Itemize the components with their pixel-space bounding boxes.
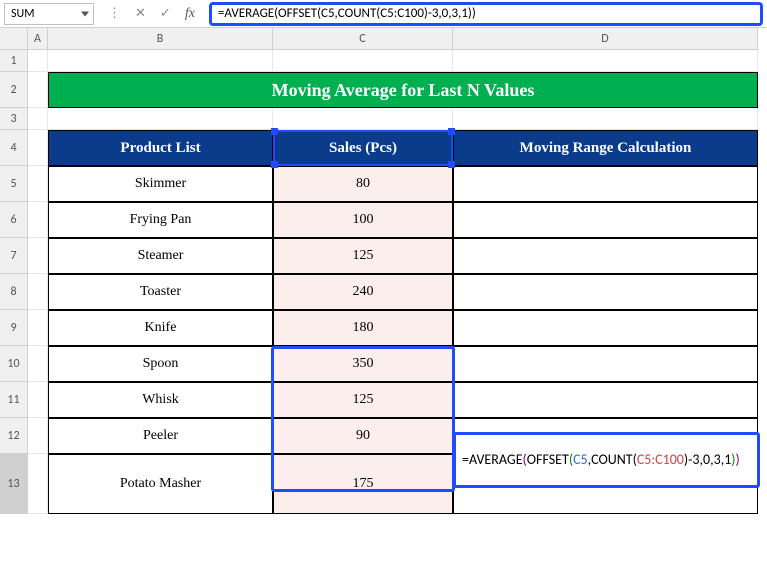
row-header-1[interactable]: 1: [0, 50, 28, 72]
formula-bar: SUM ⋮ ✕ ✓ fx =AVERAGE(OFFSET(C5,COUNT(C5…: [0, 0, 767, 28]
formula-text: =AVERAGE(OFFSET(C5,COUNT(C5:C100)-3,0,3,…: [218, 6, 476, 21]
formula-input[interactable]: =AVERAGE(OFFSET(C5,COUNT(C5:C100)-3,0,3,…: [209, 2, 763, 26]
product-cell-6[interactable]: Whisk: [48, 382, 273, 418]
title-bar: Moving Average for Last N Values: [48, 72, 758, 108]
cell-B1[interactable]: [48, 50, 273, 72]
cell-A10[interactable]: [28, 346, 48, 382]
fx-icon[interactable]: fx: [185, 6, 195, 22]
product-cell-3[interactable]: Toaster: [48, 274, 273, 310]
cell-A11[interactable]: [28, 382, 48, 418]
cell-A4[interactable]: [28, 130, 48, 166]
moving-range-cell-3[interactable]: [453, 274, 758, 310]
cell-A7[interactable]: [28, 238, 48, 274]
sales-cell-4[interactable]: 180: [273, 310, 453, 346]
sales-cell-0[interactable]: 80: [273, 166, 453, 202]
row-header-2[interactable]: 2: [0, 72, 28, 108]
table-header-2: Moving Range Calculation: [453, 130, 758, 166]
product-cell-2[interactable]: Steamer: [48, 238, 273, 274]
cell-B3[interactable]: [48, 108, 273, 130]
dropdown-icon[interactable]: ⋮: [108, 6, 121, 21]
row-header-13[interactable]: 13: [0, 454, 28, 514]
cell-A5[interactable]: [28, 166, 48, 202]
product-cell-1[interactable]: Frying Pan: [48, 202, 273, 238]
cell-A2[interactable]: [28, 72, 48, 108]
sales-cell-5[interactable]: 350: [273, 346, 453, 382]
sales-cell-8[interactable]: 175: [273, 454, 453, 514]
sales-cell-6[interactable]: 125: [273, 382, 453, 418]
cell-A8[interactable]: [28, 274, 48, 310]
col-header-A[interactable]: A: [28, 28, 48, 50]
cell-C1[interactable]: [273, 50, 453, 72]
moving-range-cell-6[interactable]: [453, 382, 758, 418]
sales-cell-7[interactable]: 90: [273, 418, 453, 454]
cell-A13[interactable]: [28, 454, 48, 514]
table-header-0: Product List: [48, 130, 273, 166]
moving-range-cell-0[interactable]: [453, 166, 758, 202]
col-header-C[interactable]: C: [273, 28, 453, 50]
row-header-12[interactable]: 12: [0, 418, 28, 454]
select-all-corner[interactable]: [0, 28, 28, 50]
product-cell-0[interactable]: Skimmer: [48, 166, 273, 202]
product-cell-5[interactable]: Spoon: [48, 346, 273, 382]
row-header-8[interactable]: 8: [0, 274, 28, 310]
row-header-5[interactable]: 5: [0, 166, 28, 202]
moving-range-cell-5[interactable]: [453, 346, 758, 382]
spreadsheet-grid: ABCD12345678910111213Moving Average for …: [0, 28, 767, 514]
sales-cell-3[interactable]: 240: [273, 274, 453, 310]
cell-A1[interactable]: [28, 50, 48, 72]
active-formula-cell[interactable]: =AVERAGE(OFFSET(C5,COUNT(C5:C100)-3,0,3,…: [453, 432, 760, 488]
cancel-icon[interactable]: ✕: [135, 6, 146, 21]
cell-D1[interactable]: [453, 50, 758, 72]
table-header-1: Sales (Pcs): [273, 130, 453, 166]
row-header-9[interactable]: 9: [0, 310, 28, 346]
name-box-value: SUM: [11, 7, 34, 21]
row-header-3[interactable]: 3: [0, 108, 28, 130]
moving-range-cell-1[interactable]: [453, 202, 758, 238]
row-header-7[interactable]: 7: [0, 238, 28, 274]
row-header-11[interactable]: 11: [0, 382, 28, 418]
cell-D3[interactable]: [453, 108, 758, 130]
sales-cell-2[interactable]: 125: [273, 238, 453, 274]
moving-range-cell-4[interactable]: [453, 310, 758, 346]
cell-A9[interactable]: [28, 310, 48, 346]
cell-A3[interactable]: [28, 108, 48, 130]
formula-cell-text: =AVERAGE(OFFSET(C5,COUNT(C5:C100)-3,0,3,…: [462, 451, 740, 469]
name-box[interactable]: SUM: [4, 3, 94, 25]
product-cell-7[interactable]: Peeler: [48, 418, 273, 454]
product-cell-8[interactable]: Potato Masher: [48, 454, 273, 514]
col-header-B[interactable]: B: [48, 28, 273, 50]
enter-icon[interactable]: ✓: [160, 6, 171, 21]
row-header-6[interactable]: 6: [0, 202, 28, 238]
row-header-4[interactable]: 4: [0, 130, 28, 166]
col-header-D[interactable]: D: [453, 28, 758, 50]
sales-cell-1[interactable]: 100: [273, 202, 453, 238]
cell-C3[interactable]: [273, 108, 453, 130]
cell-A12[interactable]: [28, 418, 48, 454]
row-header-10[interactable]: 10: [0, 346, 28, 382]
formula-bar-icons: ⋮ ✕ ✓ fx: [108, 6, 195, 22]
cell-A6[interactable]: [28, 202, 48, 238]
moving-range-cell-2[interactable]: [453, 238, 758, 274]
product-cell-4[interactable]: Knife: [48, 310, 273, 346]
